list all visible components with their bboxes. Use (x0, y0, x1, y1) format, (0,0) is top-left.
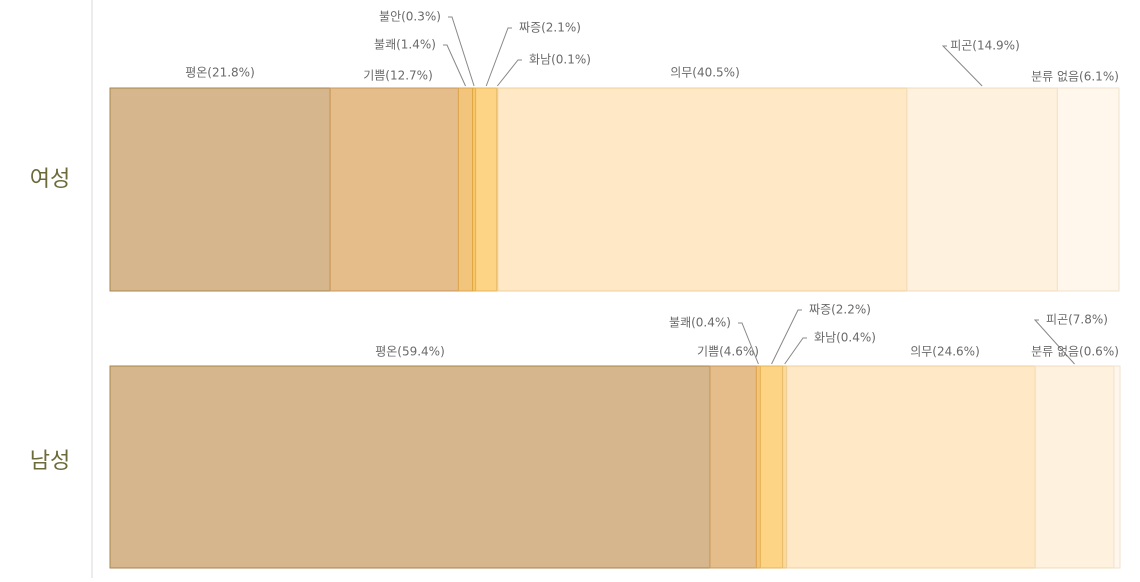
data-label: 분류 없음(0.6%) (1031, 345, 1119, 359)
bar-segment (759, 365, 784, 569)
bar-segment (329, 87, 459, 292)
category-label: 여성 (30, 167, 70, 192)
bar-segment (786, 365, 1036, 569)
leader-line (485, 27, 512, 87)
bar-segment (782, 365, 788, 569)
leader-line (496, 59, 522, 87)
data-label: 의무(24.6%) (910, 345, 980, 359)
data-label: 의무(40.5%) (670, 66, 740, 80)
bar-segment (709, 365, 757, 569)
category-label: 남성 (30, 449, 70, 474)
bar-segment (109, 87, 331, 292)
data-label: 짜증(2.1%) (519, 21, 581, 35)
data-label: 불쾌(1.4%) (374, 38, 436, 52)
bar-segment (906, 87, 1058, 292)
leader-line (1033, 319, 1075, 365)
data-label: 불안(0.3%) (379, 10, 441, 24)
data-label: 피곤(7.8%) (1046, 313, 1108, 327)
data-label: 화남(0.1%) (529, 53, 591, 67)
data-label: 분류 없음(6.1%) (1031, 70, 1119, 84)
bar-segment (1056, 87, 1120, 292)
bar-segment (1034, 365, 1115, 569)
bar-segment (109, 365, 711, 569)
data-label: 평온(21.8%) (185, 66, 255, 80)
data-label: 기쁨(4.6%) (697, 345, 759, 359)
data-label: 화남(0.4%) (814, 331, 876, 345)
leader-line (771, 309, 802, 365)
data-label: 평온(59.4%) (375, 345, 445, 359)
leader-line (448, 16, 475, 87)
bar-segment (457, 87, 474, 292)
bar-segment (1113, 365, 1121, 569)
data-label: 짜증(2.2%) (809, 303, 871, 317)
data-label: 불쾌(0.4%) (669, 316, 731, 330)
data-label: 기쁨(12.7%) (363, 69, 433, 83)
bar-segment (475, 87, 498, 292)
leader-line (941, 45, 983, 87)
leader-line (784, 337, 807, 365)
leader-line (443, 44, 466, 87)
bar-segment (497, 87, 908, 292)
bar-segment (755, 365, 761, 569)
data-label: 피곤(14.9%) (950, 39, 1020, 53)
leader-line (738, 322, 759, 365)
